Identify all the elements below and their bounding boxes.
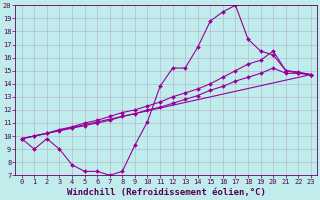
X-axis label: Windchill (Refroidissement éolien,°C): Windchill (Refroidissement éolien,°C) xyxy=(67,188,266,197)
